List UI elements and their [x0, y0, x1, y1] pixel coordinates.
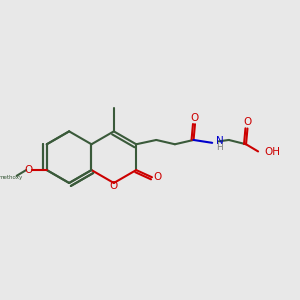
Text: methoxy: methoxy — [0, 175, 23, 180]
Text: O: O — [243, 117, 252, 127]
Text: O: O — [110, 181, 118, 191]
Text: O: O — [191, 113, 199, 123]
Text: H: H — [216, 143, 222, 152]
Text: N: N — [216, 136, 224, 146]
Text: OH: OH — [264, 147, 280, 157]
Text: O: O — [153, 172, 161, 182]
Text: O: O — [25, 165, 33, 175]
